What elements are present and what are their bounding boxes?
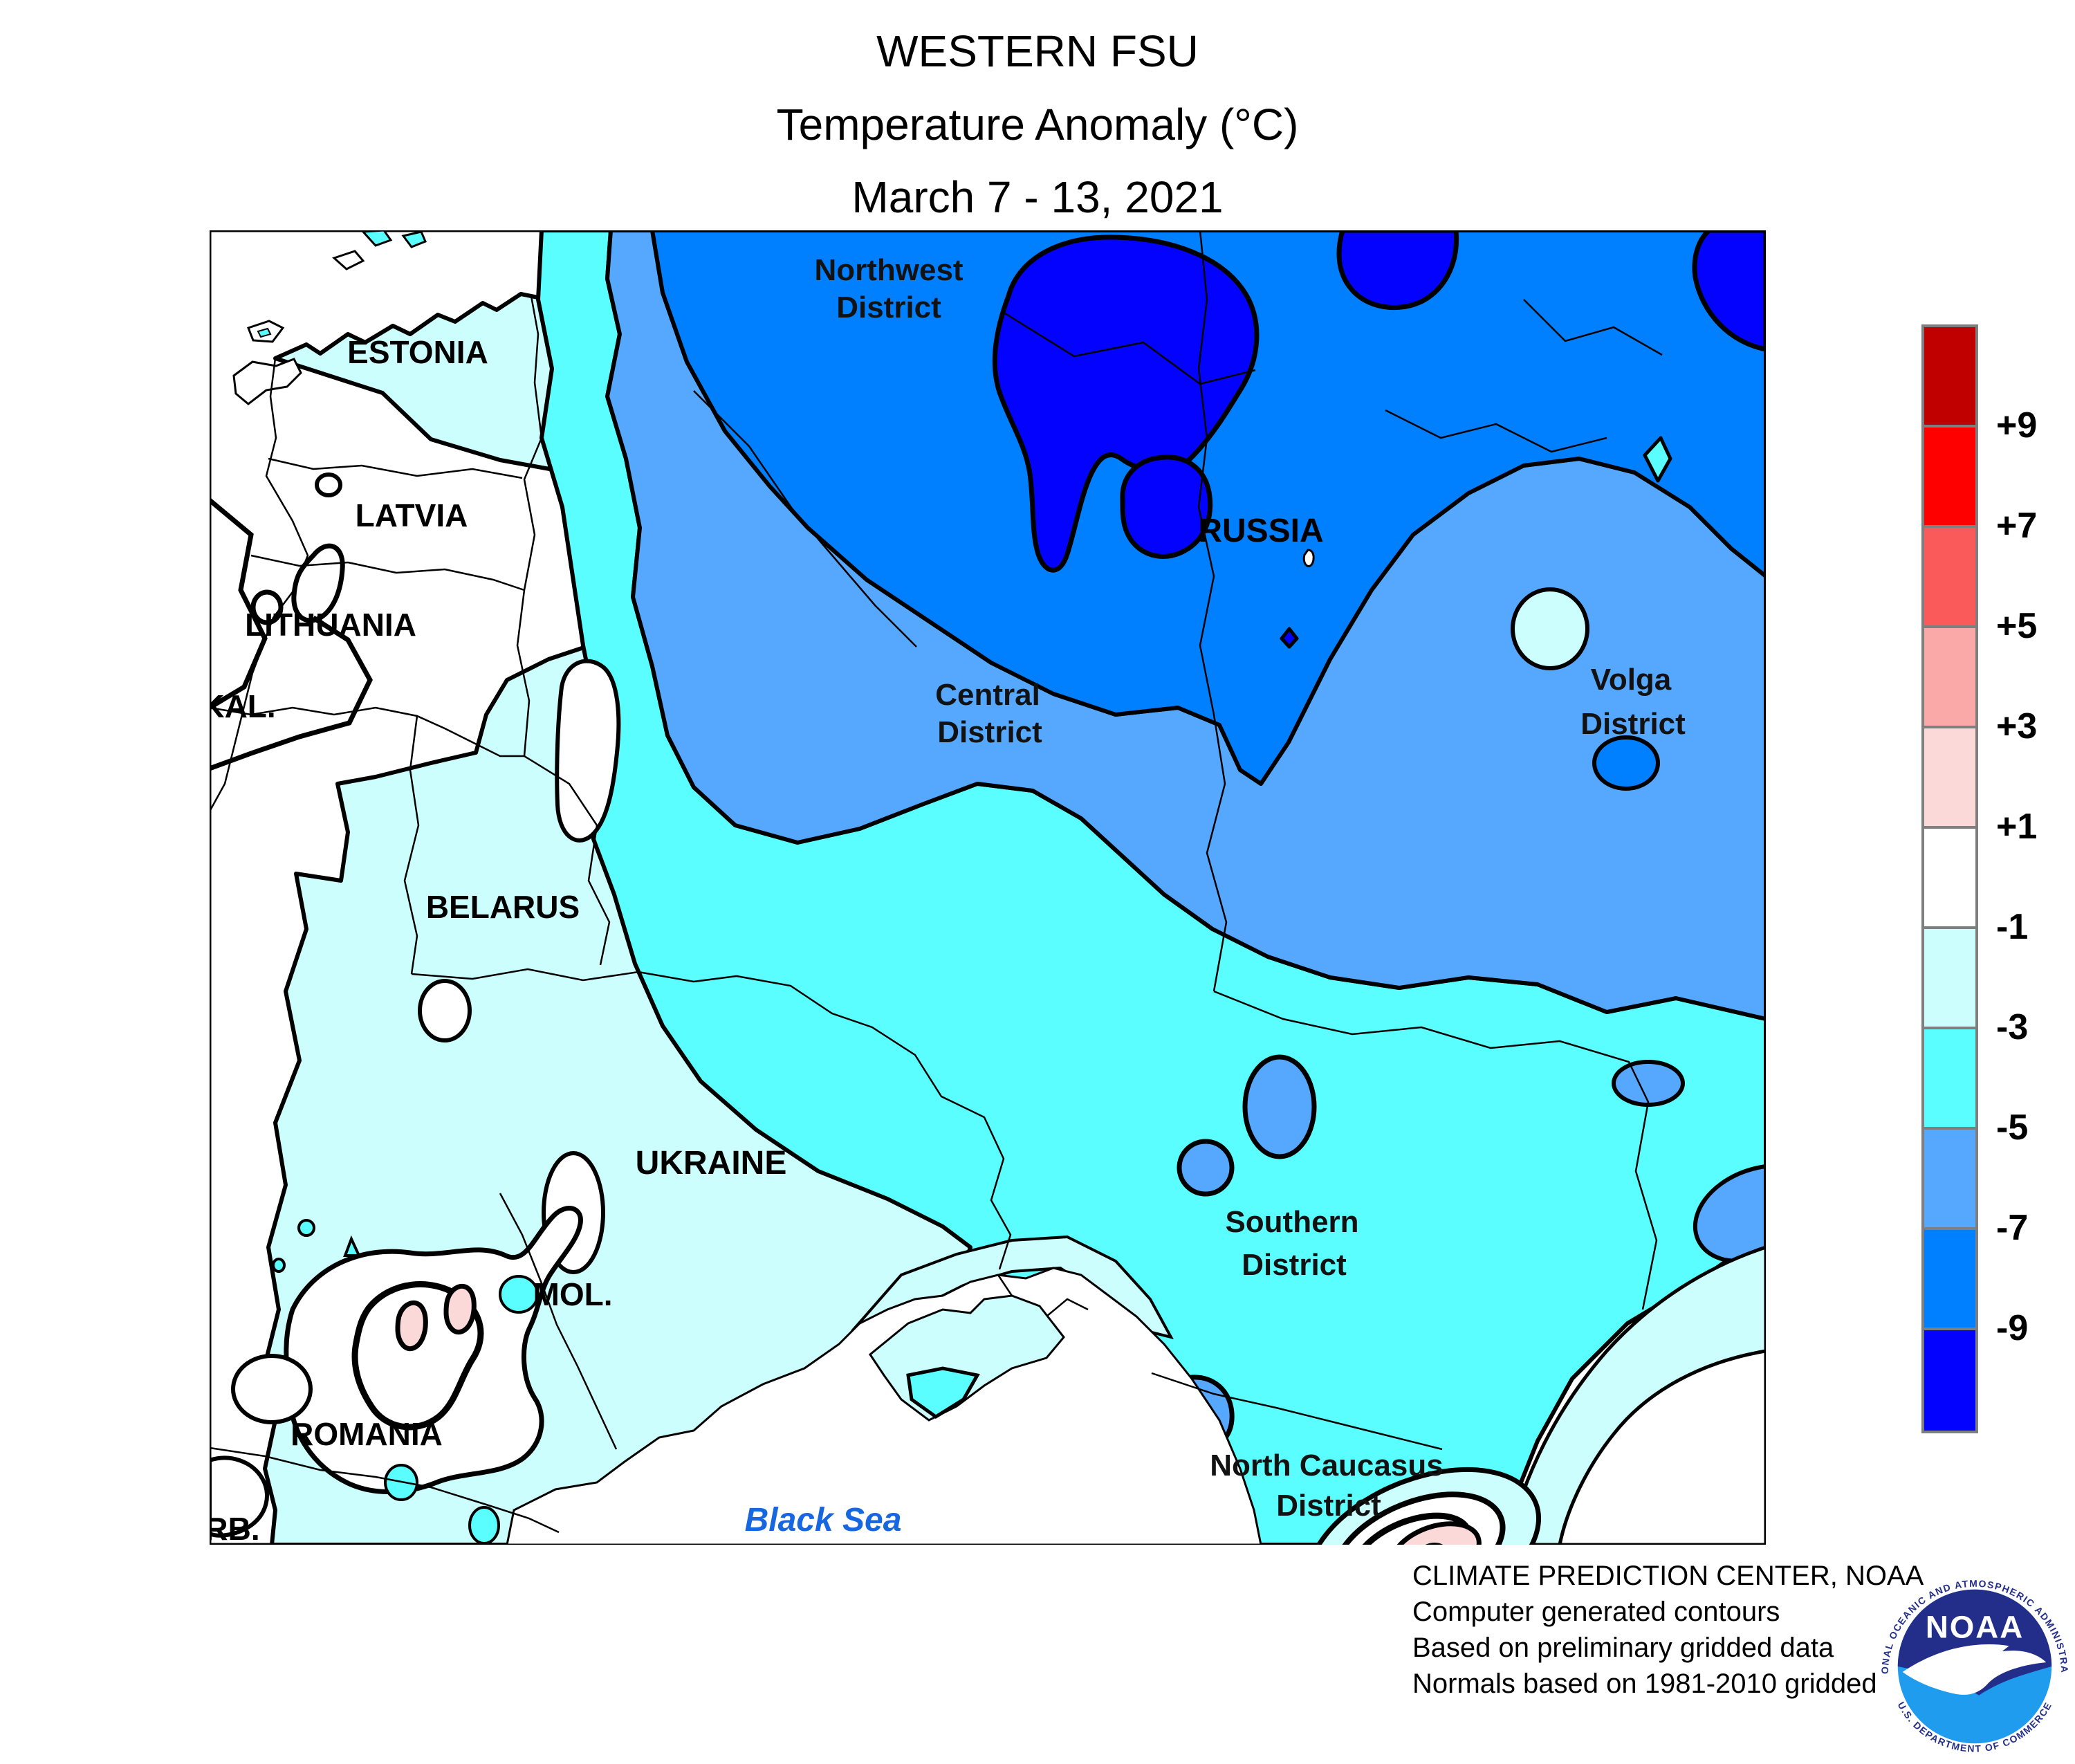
- credits-line-1: CLIMATE PREDICTION CENTER, NOAA: [1412, 1561, 1924, 1591]
- noaa-logo: NOAA NATIONAL OCEANIC AND ATMOSPHERIC AD…: [1879, 1571, 2070, 1762]
- label-central-district-1: Central: [935, 678, 1040, 712]
- label-russia: RUSSIA: [1198, 513, 1323, 549]
- region-below-minus9-corner: [1692, 230, 1766, 352]
- anomaly-map: Northwest District ESTONIA LATVIA LITHUA…: [210, 230, 1766, 1545]
- legend-cell-n3-n1: [1924, 929, 1975, 1029]
- anomaly-regions: [263, 230, 1766, 1545]
- thick-contour-squiggles: [210, 472, 373, 771]
- legend-cell-below9: [1924, 1330, 1975, 1431]
- legend-cell-3-5: [1924, 628, 1975, 728]
- legend-cell-n5-n3: [1924, 1029, 1975, 1130]
- southern-blue-blob-1: [1242, 1054, 1317, 1159]
- label-lithuania: LITHUANIA: [245, 607, 416, 643]
- label-ukraine: UKRAINE: [636, 1145, 787, 1182]
- medium-blue-oval-east: [1612, 1060, 1685, 1107]
- legend-label-p5: +5: [1996, 606, 2038, 646]
- map-canvas: Northwest District ESTONIA LATVIA LITHUA…: [210, 230, 1766, 1545]
- label-belarus: BELARUS: [426, 889, 580, 925]
- crimea-cyan-tip: [906, 1366, 980, 1420]
- credits-block: CLIMATE PREDICTION CENTER, NOAA Computer…: [1412, 1558, 1939, 1702]
- credits-line-2: Computer generated contours: [1412, 1597, 1780, 1627]
- region-below-minus9-dot: [1280, 627, 1299, 649]
- legend-cell-n9-n7: [1924, 1230, 1975, 1330]
- region-below-minus9-small: [1120, 454, 1213, 559]
- map-title: WESTERN FSU: [876, 26, 1199, 76]
- map-labels: Northwest District ESTONIA LATVIA LITHUA…: [210, 253, 1686, 1545]
- label-central-district-2: District: [937, 715, 1042, 749]
- label-southern-district-2: District: [1242, 1248, 1347, 1282]
- baltic-islands: [232, 230, 427, 405]
- black-sea-water: [506, 1267, 1262, 1545]
- legend-label-p9: +9: [1996, 405, 2038, 445]
- cyan-diamond-right: [1643, 436, 1672, 483]
- volga-blue-blob: [1592, 735, 1660, 791]
- region-below-minus9-top: [1336, 230, 1459, 311]
- label-volga-district-2: District: [1580, 707, 1686, 741]
- romania-pink-spot-2: [443, 1284, 477, 1335]
- legend-label-p3: +3: [1996, 706, 2038, 746]
- white-hole-belarus: [418, 979, 472, 1042]
- southern-blue-blob-2: [1177, 1139, 1235, 1197]
- region-below-minus9-main: [992, 235, 1260, 573]
- legend-label-p7: +7: [1996, 506, 2038, 546]
- legend-label-p1: +1: [1996, 807, 2038, 847]
- label-volga-district-1: Volga: [1591, 663, 1672, 697]
- label-northwest-district-1: Northwest: [814, 253, 963, 287]
- white-patch-bottom-left: [210, 1455, 269, 1538]
- label-north-caucasus-1: North Caucasus: [1210, 1449, 1443, 1482]
- carpathian-contours: [284, 1206, 583, 1494]
- legend-cell-7-9: [1924, 428, 1975, 528]
- legend-cell-5-7: [1924, 528, 1975, 628]
- legend-colorbar: [1921, 324, 1978, 1433]
- legend-cell-n1-1: [1924, 829, 1975, 929]
- label-estonia: ESTONIA: [347, 334, 488, 370]
- legend-label-n9: -9: [1996, 1308, 2029, 1348]
- label-black-sea: Black Sea: [745, 1502, 902, 1538]
- label-southern-district-1: Southern: [1225, 1205, 1358, 1239]
- credits-line-3: Based on preliminary gridded data: [1412, 1633, 1834, 1663]
- romania-pink-spot-1: [395, 1301, 428, 1352]
- white-hole-valdai: [555, 659, 621, 843]
- legend-label-n3: -3: [1996, 1007, 2029, 1047]
- title-block: WESTERN FSU Temperature Anomaly (°C) Mar…: [0, 15, 2075, 235]
- label-moldova: MOL.: [533, 1276, 613, 1312]
- legend-cell-above9: [1924, 327, 1975, 428]
- map-date-range: March 7 - 13, 2021: [851, 172, 1224, 223]
- credits-line-4: Normals based on 1981-2010 gridded data: [1412, 1669, 1939, 1699]
- caucasus-warm-nest: [1305, 1467, 1542, 1545]
- label-north-caucasus-2: District: [1276, 1489, 1381, 1523]
- white-patch-west-romania: [231, 1354, 313, 1424]
- legend-cell-n7-n5: [1924, 1130, 1975, 1230]
- volga-lightcyan-hole: [1511, 587, 1589, 670]
- label-kaliningrad: KAL.: [210, 688, 276, 724]
- legend-label-n7: -7: [1996, 1208, 2029, 1248]
- label-romania: ROMANIA: [290, 1416, 443, 1452]
- legend-cell-1-3: [1924, 728, 1975, 829]
- legend-label-n5: -5: [1996, 1108, 2029, 1148]
- country-borders: [210, 230, 1663, 1534]
- label-northwest-district-2: District: [836, 291, 941, 324]
- tiny-teardrop: [1302, 549, 1315, 567]
- legend-label-n1: -1: [1996, 907, 2029, 947]
- label-serbia: RB.: [210, 1511, 260, 1545]
- label-latvia: LATVIA: [356, 497, 468, 533]
- noaa-bird-icon: [1902, 1644, 2047, 1695]
- noaa-logo-text: NOAA: [1926, 1609, 2024, 1644]
- southeast-white-corner: [1558, 1349, 1766, 1545]
- map-subtitle: Temperature Anomaly (°C): [776, 99, 1299, 149]
